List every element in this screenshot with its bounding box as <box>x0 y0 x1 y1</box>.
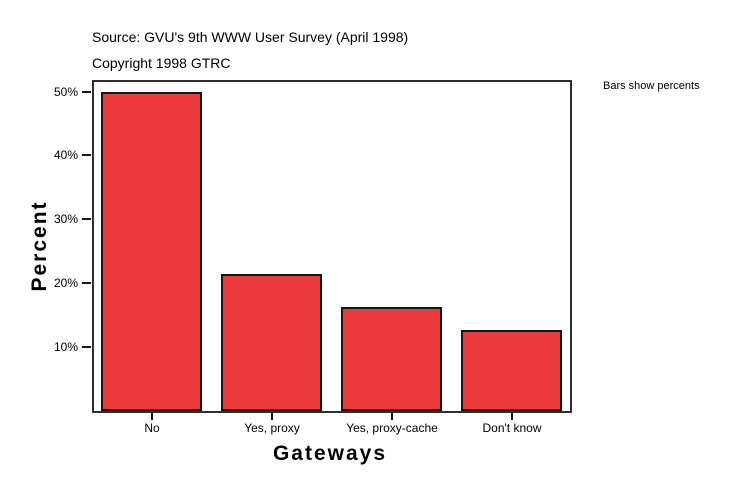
x-axis-category-label: Don't know <box>482 421 542 435</box>
bar-segment <box>101 92 202 411</box>
chart-source-text: Source: GVU's 9th WWW User Survey (April… <box>92 29 409 45</box>
y-axis-tick-label: 20% <box>53 276 78 290</box>
x-axis-category-label: Yes, proxy-cache <box>346 421 438 435</box>
x-axis-tick <box>511 413 513 420</box>
x-axis-tick <box>391 413 393 420</box>
y-axis-tick <box>82 346 91 348</box>
x-axis-category-label: Yes, proxy <box>244 421 300 435</box>
y-axis-tick <box>82 154 91 156</box>
y-axis-tick-label: 40% <box>53 148 78 162</box>
bar-segment <box>221 274 322 411</box>
x-axis-title: Gateways <box>272 442 388 465</box>
y-axis-tick-label: 30% <box>53 212 78 226</box>
y-axis-tick-label: 50% <box>53 85 78 99</box>
y-axis-tick <box>82 218 91 220</box>
bar-segment <box>341 307 442 411</box>
x-axis-category-label: No <box>144 421 160 435</box>
bar-segment <box>461 330 562 411</box>
bars-note-annotation: Bars show percents <box>603 80 700 92</box>
y-axis-title: Percent <box>28 200 51 292</box>
y-axis-tick <box>82 91 91 93</box>
x-axis-tick <box>151 413 153 420</box>
x-axis-tick <box>271 413 273 420</box>
y-axis-tick <box>82 282 91 284</box>
chart-copyright-text: Copyright 1998 GTRC <box>92 55 231 71</box>
y-axis-tick-label: 10% <box>53 340 78 354</box>
